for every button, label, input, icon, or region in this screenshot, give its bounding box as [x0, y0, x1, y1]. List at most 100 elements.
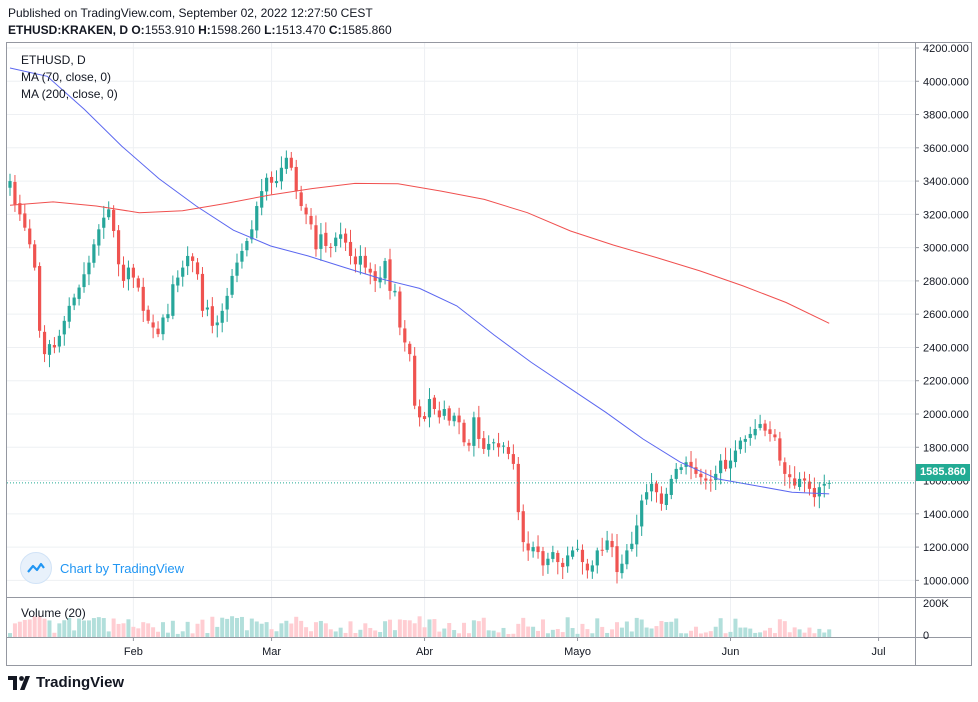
candle-body [151, 322, 155, 328]
volume-bar [392, 630, 397, 637]
volume-bar [624, 621, 629, 637]
candle-body [408, 343, 412, 355]
volume-bar [753, 632, 758, 637]
volume-bar [422, 627, 427, 637]
candle-body [748, 433, 752, 438]
volume-bar [313, 622, 318, 637]
x-tick-label: Mayo [564, 646, 591, 658]
x-tick-label: Feb [124, 646, 143, 658]
volume-bar [299, 620, 304, 637]
y-tick-label: 4000.000 [923, 76, 969, 88]
candle-body [329, 246, 333, 248]
candle-body [802, 478, 807, 481]
volume-bar [619, 627, 624, 637]
candle-body [630, 543, 634, 550]
volume-bar [57, 623, 62, 637]
volume-bar [279, 623, 284, 637]
candle-body [427, 399, 432, 418]
candle-body [87, 262, 91, 275]
published-line: Published on TradingView.com, September … [8, 6, 373, 20]
volume-bar [777, 619, 782, 637]
candle-body [156, 328, 160, 335]
candle-body [669, 478, 673, 495]
volume-bar [368, 627, 373, 637]
chart-canvas[interactable]: 1000.0001200.0001400.0001600.0001800.000… [7, 43, 971, 665]
candle-body [260, 191, 264, 208]
chart-by-tradingview[interactable]: Chart by TradingView [20, 552, 184, 584]
candle-body [23, 213, 27, 228]
candle-body [615, 546, 619, 573]
volume-bar [27, 619, 32, 637]
volume-bar [343, 632, 348, 637]
candle-body [250, 229, 254, 240]
candle-body [210, 306, 214, 326]
volume-bar [471, 620, 476, 637]
candle-body [47, 344, 52, 355]
volume-bar [634, 617, 639, 637]
candle-body [13, 181, 17, 205]
volume-bar [96, 617, 101, 637]
volume-bar [269, 629, 274, 637]
candle-body [235, 262, 239, 276]
volume-bar [239, 616, 244, 637]
volume-bar [387, 619, 392, 637]
candle-body [728, 460, 733, 469]
candle-body [492, 442, 496, 444]
candle-body [92, 244, 96, 263]
volume-bar [748, 628, 753, 637]
volume-bar [605, 632, 610, 637]
volume-bar [693, 626, 698, 637]
volume-bar [516, 623, 521, 637]
candle-body [200, 273, 205, 311]
candle-body [274, 181, 279, 184]
volume-bar [407, 620, 412, 637]
volume-bar [728, 631, 733, 637]
candle-body [694, 467, 698, 474]
y-tick-label: 3000.000 [923, 243, 969, 255]
volume-bar [782, 621, 787, 637]
volume-bar [639, 619, 644, 637]
volume-bar [259, 623, 264, 637]
volume-bar [373, 630, 378, 637]
volume-bar [822, 632, 827, 637]
tradingview-brand[interactable]: TradingView [8, 674, 124, 691]
candle-body [763, 423, 767, 431]
candle-body [437, 410, 441, 418]
legend-ma70: MA (70, close, 0) [21, 70, 112, 84]
volume-bar [264, 622, 269, 637]
candle-body [383, 260, 387, 279]
candle-body [72, 297, 76, 306]
candle-body [398, 291, 402, 328]
candle-body [640, 500, 644, 527]
candle-body [689, 461, 693, 468]
volume-bar [86, 620, 91, 637]
volume-bar [452, 630, 457, 637]
volume-bar [378, 632, 383, 637]
y-tick-label: 3200.000 [923, 209, 969, 221]
volume-bar [77, 618, 82, 637]
last-price-label: 1585.860 [916, 464, 970, 481]
candle-body [472, 417, 476, 446]
volume-bar [185, 621, 190, 637]
candle-body [570, 550, 575, 557]
candle-body [413, 355, 417, 406]
symbol-ohlc-line: ETHUSD:KRAKEN, D O:1553.910 H:1598.260 L… [8, 23, 392, 37]
candle-body [679, 467, 683, 470]
candle-body [205, 307, 209, 310]
candle-body [432, 397, 437, 410]
volume-bar [536, 630, 541, 637]
y-tick-label: 4200.000 [923, 43, 969, 55]
volume-bar [743, 627, 748, 637]
volume-bar [91, 618, 96, 637]
volume-bar [486, 630, 491, 637]
candle-body [181, 267, 185, 277]
chart-frame[interactable]: 1000.000 1200.000 1400.000 1600.000 1800.000… [6, 42, 972, 666]
volume-bar [37, 616, 42, 637]
candle-body [719, 460, 723, 474]
candle-body [793, 478, 797, 486]
volume-bar [767, 627, 772, 637]
candle-body [418, 406, 422, 418]
volume-bar [807, 627, 812, 637]
volume-bar [230, 616, 235, 637]
volume-bar [595, 618, 600, 637]
